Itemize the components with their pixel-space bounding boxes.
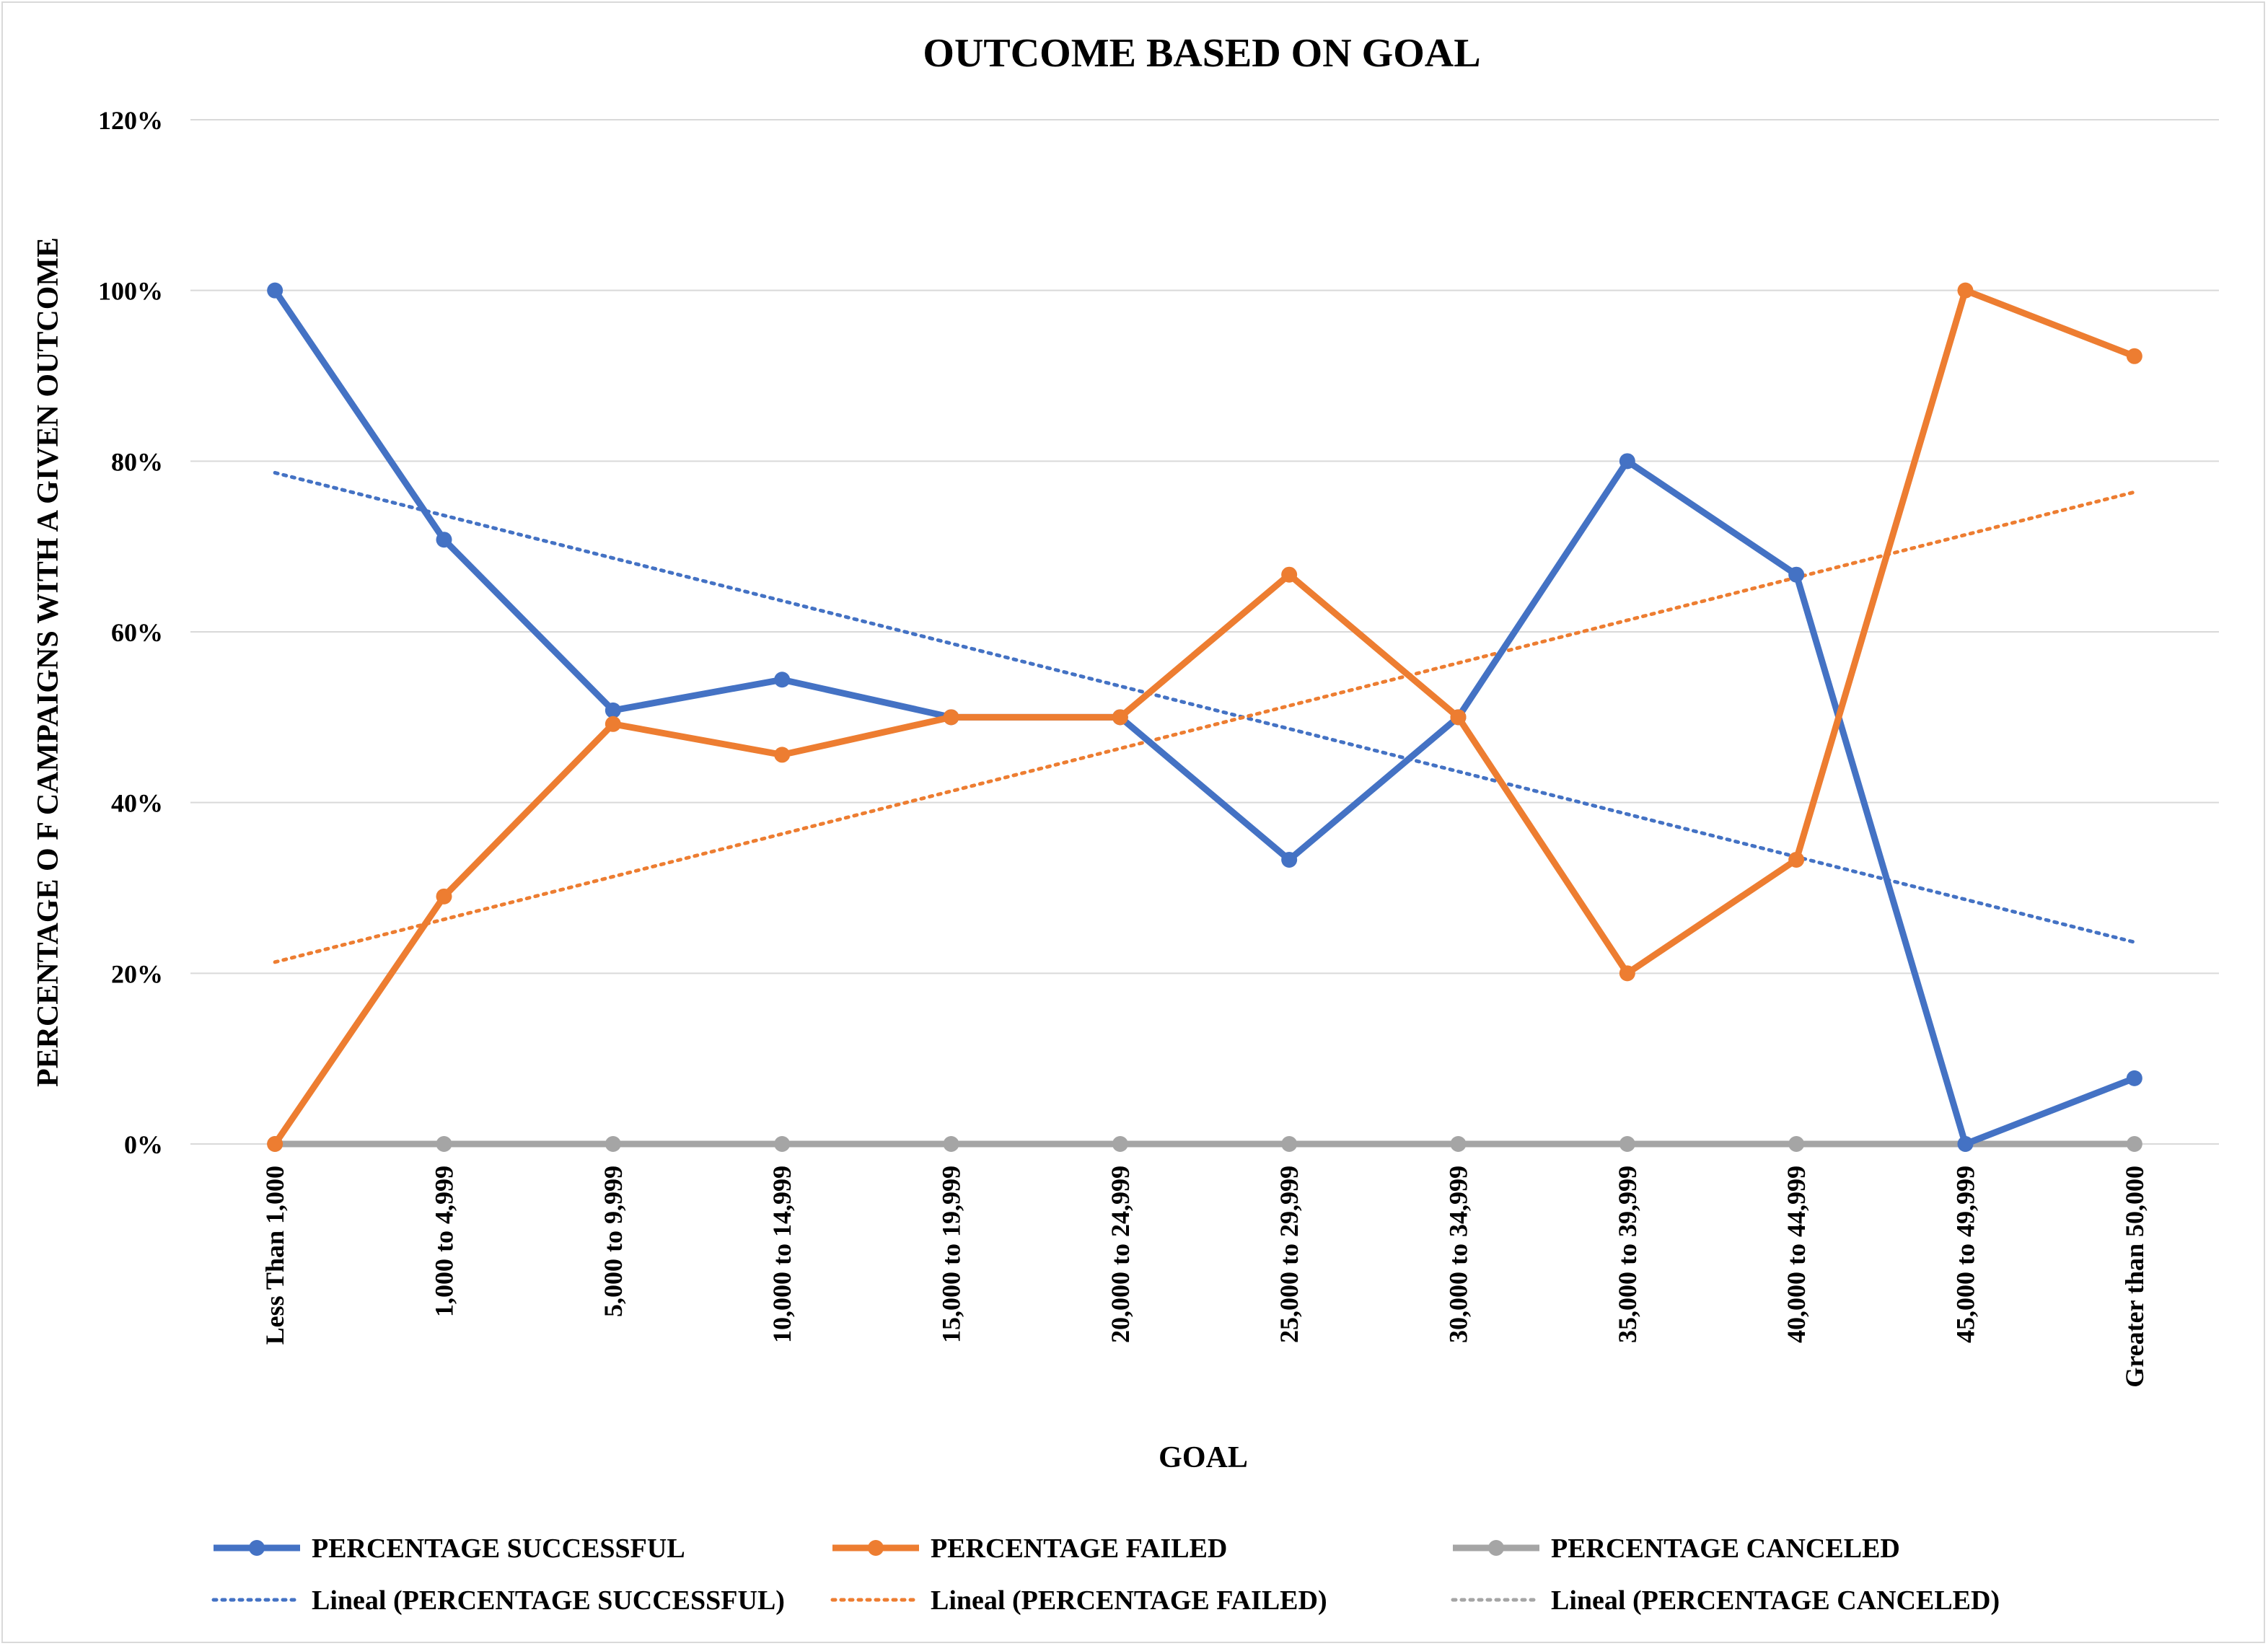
data-point	[943, 1136, 959, 1152]
x-tick-label: Less Than 1,000	[260, 1166, 289, 1344]
trendline	[273, 470, 2137, 944]
y-tick-label: 0%	[124, 1130, 163, 1159]
y-tick-label: 40%	[111, 789, 163, 818]
data-point	[1619, 453, 1635, 470]
series-line	[272, 287, 2136, 1146]
data-point	[774, 747, 791, 763]
y-tick-label: 120%	[98, 106, 163, 135]
data-point	[436, 1136, 452, 1152]
data-point	[1112, 1136, 1128, 1152]
data-point	[1957, 282, 1974, 299]
data-point	[1788, 1136, 1805, 1152]
legend-label: PERCENTAGE FAILED	[931, 1533, 1227, 1564]
data-point	[1788, 851, 1805, 868]
series-line	[272, 289, 2136, 1148]
data-point	[267, 1136, 284, 1152]
legend-marker	[249, 1540, 265, 1556]
legend-label: Lineal (PERCENTAGE FAILED)	[931, 1585, 1327, 1616]
data-point	[267, 282, 284, 299]
legend-label: PERCENTAGE CANCELED	[1551, 1533, 1900, 1564]
data-point	[1281, 851, 1298, 868]
data-point	[1450, 1136, 1467, 1152]
data-point	[1957, 1136, 1974, 1152]
chart-title: OUTCOME BASED ON GOAL	[923, 31, 1480, 76]
data-point	[1788, 566, 1805, 583]
y-tick-label: 80%	[111, 447, 163, 476]
x-tick-label: 40,000 to 44,999	[1782, 1166, 1811, 1343]
legend-label: Lineal (PERCENTAGE CANCELED)	[1551, 1585, 2000, 1616]
data-point	[1450, 709, 1467, 726]
data-point	[1281, 1136, 1298, 1152]
x-axis-title: GOAL	[1159, 1441, 1248, 1474]
trendlines	[273, 470, 2137, 1146]
data-point	[2126, 1070, 2142, 1086]
x-tick-label: 25,000 to 29,999	[1275, 1166, 1304, 1343]
legend: PERCENTAGE SUCCESSFUL PERCENTAGE FAILED PE…	[211, 1533, 2000, 1616]
data-point	[1112, 709, 1128, 726]
data-point	[2126, 348, 2142, 364]
x-tick-label: 45,000 to 49,999	[1951, 1166, 1980, 1343]
data-point	[605, 716, 621, 732]
x-tick-labels: Less Than 1,000 1,000 to 4,999 5,000 to 9,…	[260, 1166, 2149, 1388]
data-point	[774, 672, 791, 688]
legend-label: PERCENTAGE SUCCESSFUL	[312, 1533, 685, 1564]
x-tick-label: 1,000 to 4,999	[430, 1166, 459, 1317]
data-point	[436, 532, 452, 548]
legend-marker	[868, 1540, 884, 1556]
y-tick-label: 60%	[111, 618, 163, 647]
data-point	[774, 1136, 791, 1152]
x-tick-label: Greater than 50,000	[2120, 1166, 2149, 1388]
y-axis-title: PERCENTAGE O F CAMPAIGNS WITH A GIVEN OU…	[32, 237, 65, 1087]
x-tick-label: 20,000 to 24,999	[1106, 1166, 1135, 1343]
data-point	[1619, 1136, 1635, 1152]
series-lines	[267, 282, 2142, 1152]
data-point	[1619, 965, 1635, 982]
data-point	[605, 702, 621, 718]
data-point	[436, 888, 452, 905]
data-point	[605, 1136, 621, 1152]
y-tick-label: 100%	[98, 277, 163, 306]
x-tick-label: 30,000 to 34,999	[1444, 1166, 1473, 1343]
x-tick-label: 5,000 to 9,999	[599, 1166, 628, 1317]
x-tick-label: 35,000 to 39,999	[1613, 1166, 1642, 1343]
x-tick-label: 15,000 to 19,999	[937, 1166, 966, 1343]
legend-marker	[1488, 1540, 1504, 1556]
data-point	[943, 709, 959, 726]
trendline	[273, 490, 2137, 964]
y-tick-labels: 0% 20% 40% 60% 80% 100% 120%	[98, 106, 163, 1159]
x-tick-label: 10,000 to 14,999	[768, 1166, 796, 1343]
legend-label: Lineal (PERCENTAGE SUCCESSFUL)	[312, 1585, 785, 1616]
y-tick-label: 20%	[111, 959, 163, 988]
gridlines	[190, 119, 2219, 1145]
data-point	[2126, 1136, 2142, 1152]
data-point	[1281, 566, 1298, 583]
